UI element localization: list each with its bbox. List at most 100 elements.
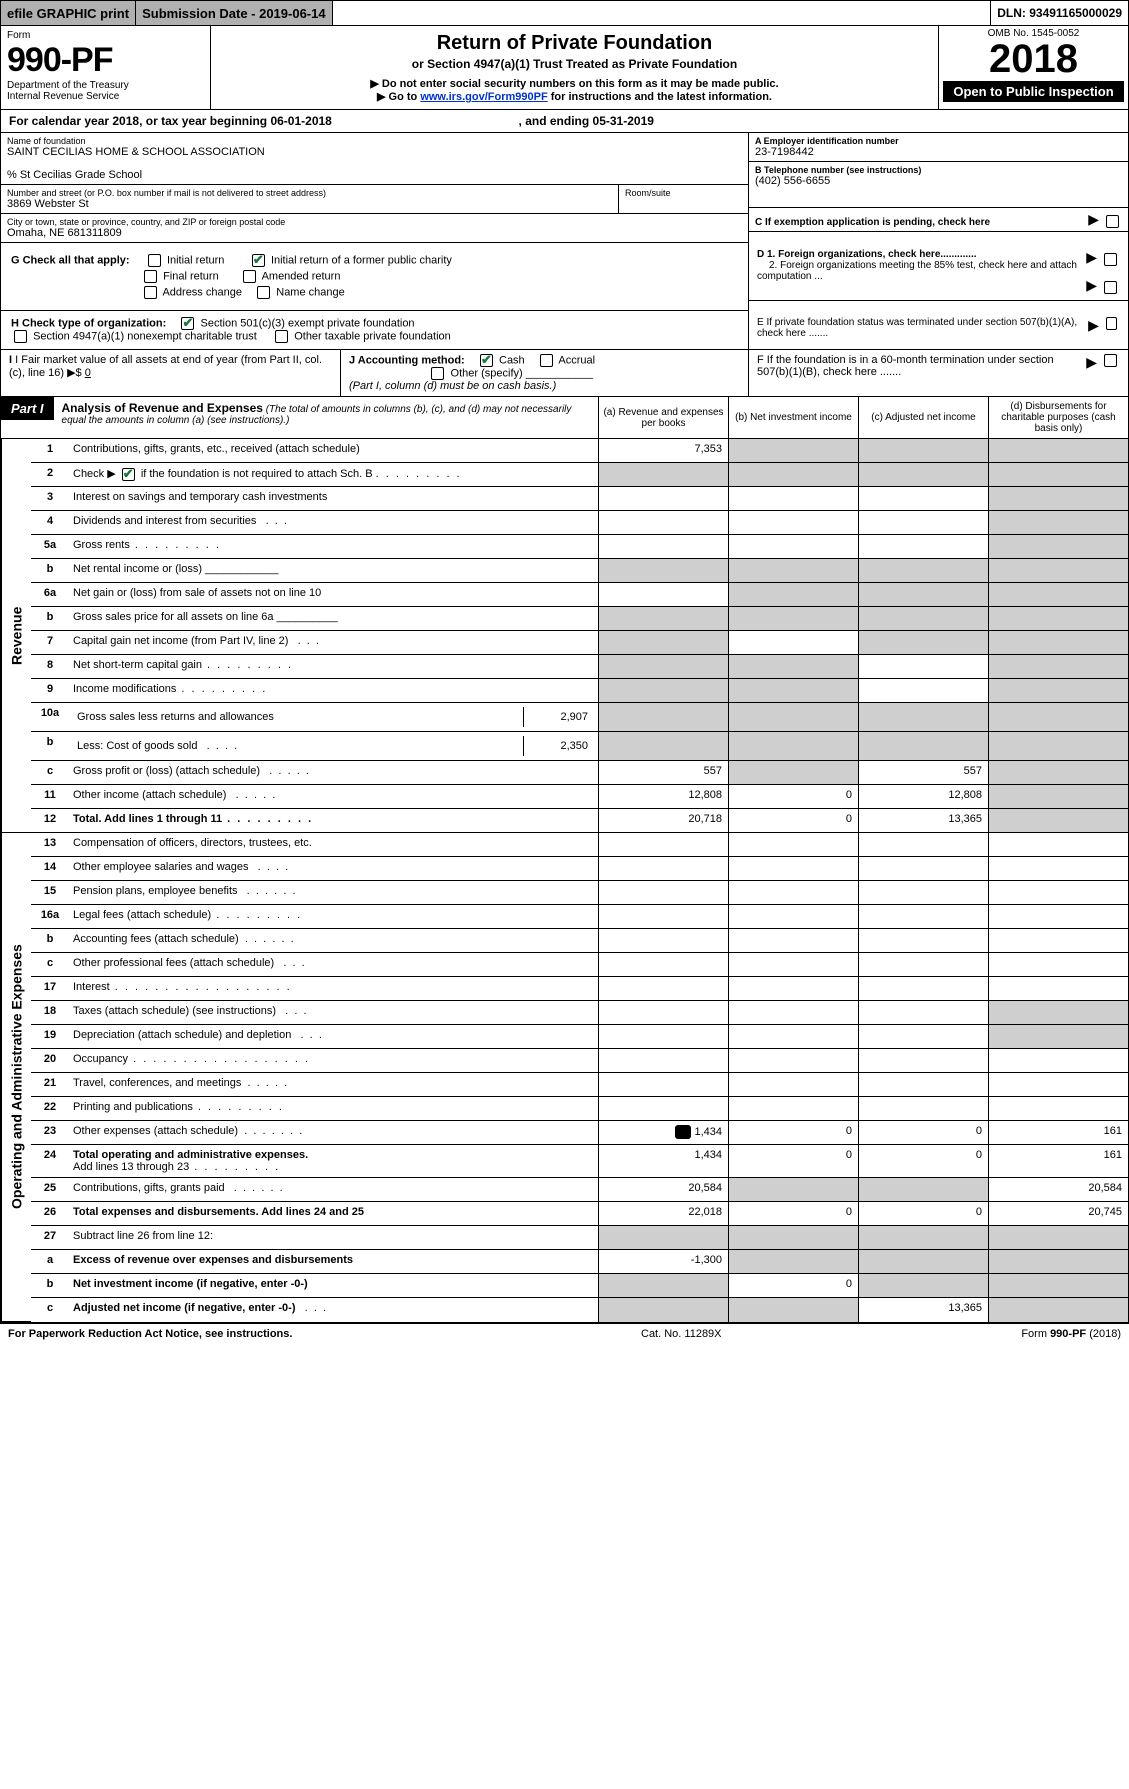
row-11-a: 12,808 xyxy=(598,785,728,808)
row-19-desc: Depreciation (attach schedule) and deple… xyxy=(69,1025,598,1048)
cash-checkbox[interactable] xyxy=(480,354,493,367)
open-inspection-badge: Open to Public Inspection xyxy=(943,81,1124,102)
cash-label: Cash xyxy=(499,354,525,366)
col-b-header: (b) Net investment income xyxy=(728,397,858,438)
section-h-e: H Check type of organization: Section 50… xyxy=(0,311,1129,350)
pending-cell: C If exemption application is pending, c… xyxy=(749,208,1128,232)
initial-return-checkbox[interactable] xyxy=(148,254,161,267)
form-number: 990-PF xyxy=(7,41,204,80)
row-6b-desc: Gross sales price for all assets on line… xyxy=(69,607,598,630)
row-5b-desc: Net rental income or (loss) ____________ xyxy=(69,559,598,582)
row-21-desc: Travel, conferences, and meetings . . . … xyxy=(69,1073,598,1096)
accrual-checkbox[interactable] xyxy=(540,354,553,367)
row-11-b: 0 xyxy=(728,785,858,808)
d1-checkbox[interactable] xyxy=(1104,253,1117,266)
schb-checkbox[interactable] xyxy=(122,468,135,481)
form-word: Form xyxy=(7,30,204,41)
other-taxable-label: Other taxable private foundation xyxy=(294,330,451,342)
topbar-spacer xyxy=(333,1,992,25)
row-16c-desc: Other professional fees (attach schedule… xyxy=(69,953,598,976)
pending-checkbox[interactable] xyxy=(1106,215,1119,228)
row-1-desc: Contributions, gifts, grants, etc., rece… xyxy=(69,439,598,462)
form-footer-label: Form 990-PF (2018) xyxy=(921,1328,1121,1340)
row-27-desc: Subtract line 26 from line 12: xyxy=(69,1226,598,1249)
attachment-icon[interactable] xyxy=(675,1125,691,1139)
row-23-a: 1,434 xyxy=(598,1121,728,1144)
row-5a-desc: Gross rents xyxy=(69,535,598,558)
row-9-desc: Income modifications xyxy=(69,679,598,702)
row-24-desc: Total operating and administrative expen… xyxy=(69,1145,598,1177)
amended-return-label: Amended return xyxy=(262,270,341,282)
pending-label: C If exemption application is pending, c… xyxy=(755,217,1084,228)
form-header: Form 990-PF Department of the Treasury I… xyxy=(0,26,1129,110)
arrow-icon: ▶ xyxy=(1088,317,1099,339)
form-subtitle: or Section 4947(a)(1) Trust Treated as P… xyxy=(219,57,930,71)
row-6a-desc: Net gain or (loss) from sale of assets n… xyxy=(69,583,598,606)
col-d-header: (d) Disbursements for charitable purpose… xyxy=(988,397,1128,438)
part-i-desc: Analysis of Revenue and Expenses (The to… xyxy=(54,397,598,438)
row-24-d: 161 xyxy=(988,1145,1128,1177)
other-method-checkbox[interactable] xyxy=(431,367,444,380)
row-27c-desc: Adjusted net income (if negative, enter … xyxy=(69,1298,598,1322)
address-change-checkbox[interactable] xyxy=(144,286,157,299)
header-right: OMB No. 1545-0052 2018 Open to Public In… xyxy=(938,26,1128,109)
irs-label: Internal Revenue Service xyxy=(7,91,204,102)
sec501-checkbox[interactable] xyxy=(181,317,194,330)
row-10a-val: 2,907 xyxy=(524,707,594,727)
d2-checkbox[interactable] xyxy=(1104,281,1117,294)
row-10c-desc: Gross profit or (loss) (attach schedule)… xyxy=(69,761,598,784)
row-16b-desc: Accounting fees (attach schedule) . . . … xyxy=(69,929,598,952)
section-d: D 1. Foreign organizations, check here..… xyxy=(748,243,1128,311)
revenue-side-label: Revenue xyxy=(1,439,31,833)
section-f-checkbox[interactable] xyxy=(1104,354,1117,367)
submission-date-button[interactable]: Submission Date - 2019-06-14 xyxy=(136,1,333,25)
name-change-label: Name change xyxy=(276,286,345,298)
calendar-year-row: For calendar year 2018, or tax year begi… xyxy=(0,110,1129,133)
row-2-desc: Check ▶ if the foundation is not require… xyxy=(69,463,598,486)
amended-return-checkbox[interactable] xyxy=(243,270,256,283)
row-26-c: 0 xyxy=(858,1202,988,1225)
row-13-desc: Compensation of officers, directors, tru… xyxy=(69,833,598,856)
row-23-desc: Other expenses (attach schedule) . . . .… xyxy=(69,1121,598,1144)
tax-year: 2018 xyxy=(943,39,1124,79)
form990pf-link[interactable]: www.irs.gov/Form990PF xyxy=(420,91,547,103)
d1-label: D 1. Foreign organizations, check here..… xyxy=(757,249,977,260)
row-23-d: 161 xyxy=(988,1121,1128,1144)
arrow-icon: ▶ xyxy=(1086,277,1097,293)
efile-print-button[interactable]: efile GRAPHIC print xyxy=(1,1,136,25)
section-e-label: E If private foundation status was termi… xyxy=(757,317,1084,339)
city-cell: City or town, state or province, country… xyxy=(1,214,748,243)
fmv-label: I Fair market value of all assets at end… xyxy=(9,354,322,379)
section-e-checkbox[interactable] xyxy=(1106,317,1117,330)
top-bar: efile GRAPHIC print Submission Date - 20… xyxy=(0,0,1129,26)
row-18-desc: Taxes (attach schedule) (see instruction… xyxy=(69,1001,598,1024)
name-change-checkbox[interactable] xyxy=(257,286,270,299)
name-label: Name of foundation xyxy=(7,136,742,146)
col-c-header: (c) Adjusted net income xyxy=(858,397,988,438)
row-25-d: 20,584 xyxy=(988,1178,1128,1201)
sec4947-checkbox[interactable] xyxy=(14,330,27,343)
arrow-icon: ▶ xyxy=(1086,249,1097,265)
other-taxable-checkbox[interactable] xyxy=(275,330,288,343)
row-14-desc: Other employee salaries and wages . . . … xyxy=(69,857,598,880)
ein-value: 23-7198442 xyxy=(755,146,1122,158)
final-return-label: Final return xyxy=(163,270,219,282)
initial-former-checkbox[interactable] xyxy=(252,254,265,267)
row-25-desc: Contributions, gifts, grants paid . . . … xyxy=(69,1178,598,1201)
part-i-label: Part I xyxy=(1,397,54,420)
note-goto-pre: ▶ Go to xyxy=(377,91,420,103)
row-26-d: 20,745 xyxy=(988,1202,1128,1225)
ein-label: A Employer identification number xyxy=(755,136,1122,146)
row-27b-val: 0 xyxy=(728,1274,858,1297)
paperwork-notice: For Paperwork Reduction Act Notice, see … xyxy=(8,1328,641,1340)
row-7-desc: Capital gain net income (from Part IV, l… xyxy=(69,631,598,654)
calyear-mid: , and ending xyxy=(519,114,593,128)
final-return-checkbox[interactable] xyxy=(144,270,157,283)
row-16a-desc: Legal fees (attach schedule) xyxy=(69,905,598,928)
telephone-value: (402) 556-6655 xyxy=(755,175,1122,187)
telephone-cell: B Telephone number (see instructions) (4… xyxy=(749,162,1128,208)
row-12-a: 20,718 xyxy=(598,809,728,832)
dln-label: DLN: 93491165000029 xyxy=(991,1,1128,25)
section-f: F If the foundation is in a 60-month ter… xyxy=(748,350,1128,396)
row-26-b: 0 xyxy=(728,1202,858,1225)
